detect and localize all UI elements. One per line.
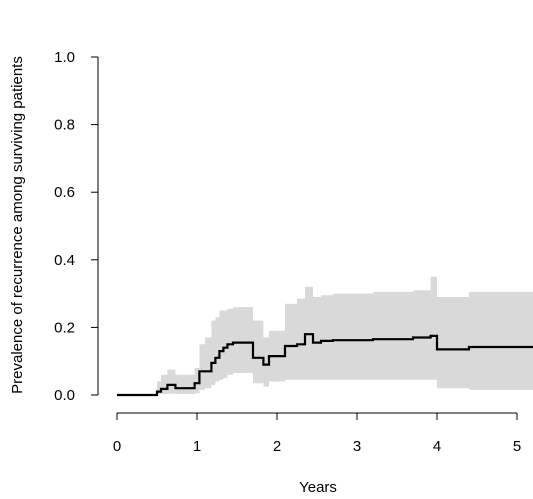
x-tick-label: 2 [273,438,281,455]
x-tick-label: 3 [353,438,361,455]
axes-layer: 0.0 0.2 0.4 0.6 0.8 1.0 0 1 2 3 4 5 [54,49,521,455]
y-tick-label: 0.2 [54,319,75,336]
y-tick-label: 0.0 [54,387,75,404]
x-tick-label: 1 [193,438,201,455]
series-line-layer [117,333,533,397]
x-tick-label: 0 [113,438,121,455]
confidence-band-layer [117,276,533,395]
x-tick-label: 4 [433,438,441,455]
y-axis-title: Prevalence of recurrence among surviving… [9,56,26,394]
x-tick-label: 5 [513,438,521,455]
series-step-line [117,333,533,397]
y-tick-label: 0.4 [54,252,75,269]
y-tick-label: 0.8 [54,117,75,134]
x-axis-title: Years [299,479,337,496]
confidence-band [117,276,533,395]
y-tick-label: 0.6 [54,184,75,201]
y-tick-label: 1.0 [54,49,75,66]
